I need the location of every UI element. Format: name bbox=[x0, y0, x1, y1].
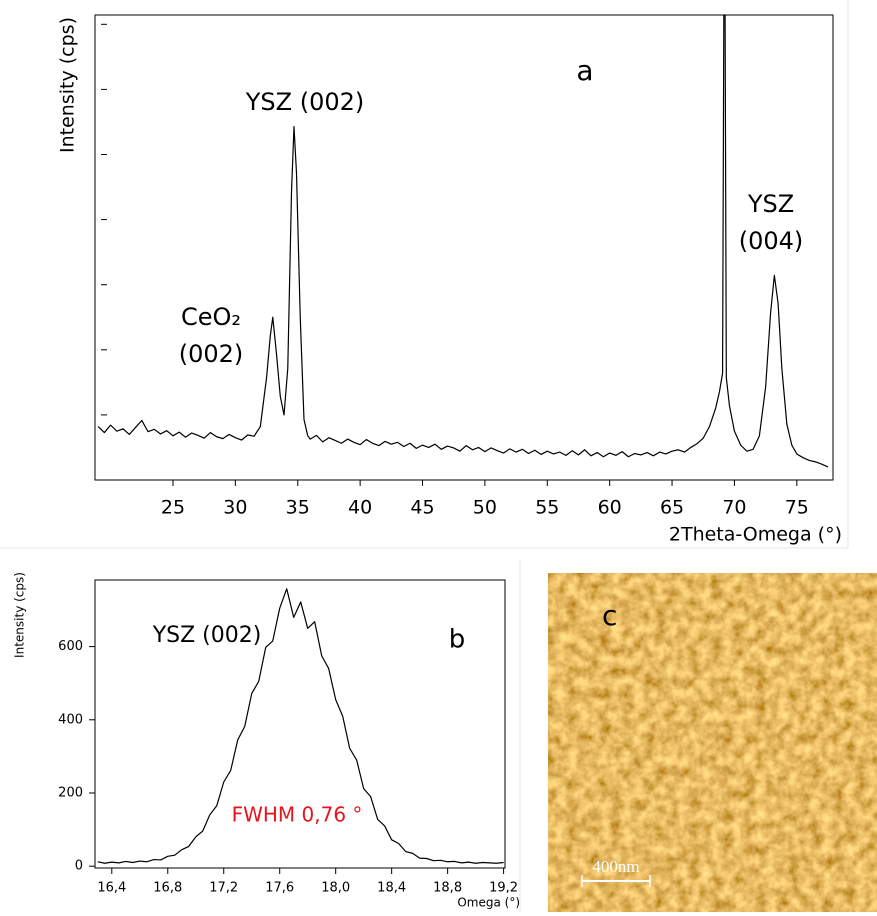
y-tick-label: 200 bbox=[58, 785, 83, 800]
x-axis-title: 2Theta-Omega (°) bbox=[669, 524, 842, 546]
chart-panel: 25 30 35 40 45 50 55 60 65 70 75 2Theta-Omega (°) In… bbox=[57, 14, 842, 546]
plot-frame bbox=[94, 579, 506, 869]
scale-bar-label: 400nm bbox=[592, 857, 639, 876]
x-tick-label: 60 bbox=[598, 497, 622, 519]
x-tick-label: 30 bbox=[223, 497, 247, 519]
y-axis-title: Intensity (cps) bbox=[57, 17, 79, 153]
x-tick-label: 18,8 bbox=[433, 881, 462, 896]
afm-panel: c 400nm bbox=[548, 573, 877, 912]
x-tick-label: 75 bbox=[785, 497, 809, 519]
annotation: YSZ (002) bbox=[152, 623, 262, 648]
x-tick-label: 16,4 bbox=[97, 881, 126, 896]
annotation: (004) bbox=[739, 227, 804, 255]
annotation: YSZ (002) bbox=[245, 88, 365, 116]
x-tick-label: 16,8 bbox=[153, 881, 182, 896]
x-tick-label: 50 bbox=[473, 497, 497, 519]
x-tick-label: 40 bbox=[348, 497, 372, 519]
x-tick-label: 25 bbox=[161, 497, 185, 519]
x-tick-label: 45 bbox=[410, 497, 434, 519]
annotation: FWHM 0,76 ° bbox=[232, 803, 363, 827]
x-tick-label: 55 bbox=[535, 497, 559, 519]
annotation: (002) bbox=[179, 340, 244, 368]
panel-label: a bbox=[576, 54, 593, 87]
annotation: CeO₂ bbox=[181, 303, 241, 331]
x-tick-label: 65 bbox=[660, 497, 684, 519]
y-tick-label: 0 bbox=[75, 859, 83, 874]
panel-label: c bbox=[602, 599, 617, 632]
x-tick-label: 17,2 bbox=[209, 881, 238, 896]
plot-frame bbox=[94, 14, 834, 481]
x-tick-label: 35 bbox=[286, 497, 310, 519]
chart-panel: 16,4 16,8 17,2 17,6 18,0 18,4 18,8 19,2 0 200 400 6… bbox=[13, 572, 521, 909]
x-tick-label: 18,0 bbox=[321, 881, 350, 896]
x-axis-title: Omega (°) bbox=[457, 896, 520, 910]
x-tick-label: 70 bbox=[722, 497, 746, 519]
afm-texture bbox=[548, 573, 877, 912]
y-tick-label: 400 bbox=[58, 712, 83, 727]
y-axis-title: Intensity (cps) bbox=[13, 572, 27, 658]
data-line bbox=[97, 588, 504, 864]
data-line bbox=[97, 14, 829, 468]
y-tick-label: 600 bbox=[58, 639, 83, 654]
x-tick-label: 17,6 bbox=[265, 881, 294, 896]
x-tick-label: 18,4 bbox=[377, 881, 406, 896]
panel-label: b bbox=[449, 625, 466, 655]
x-tick-label: 19,2 bbox=[489, 881, 518, 896]
annotation: YSZ bbox=[747, 190, 794, 218]
